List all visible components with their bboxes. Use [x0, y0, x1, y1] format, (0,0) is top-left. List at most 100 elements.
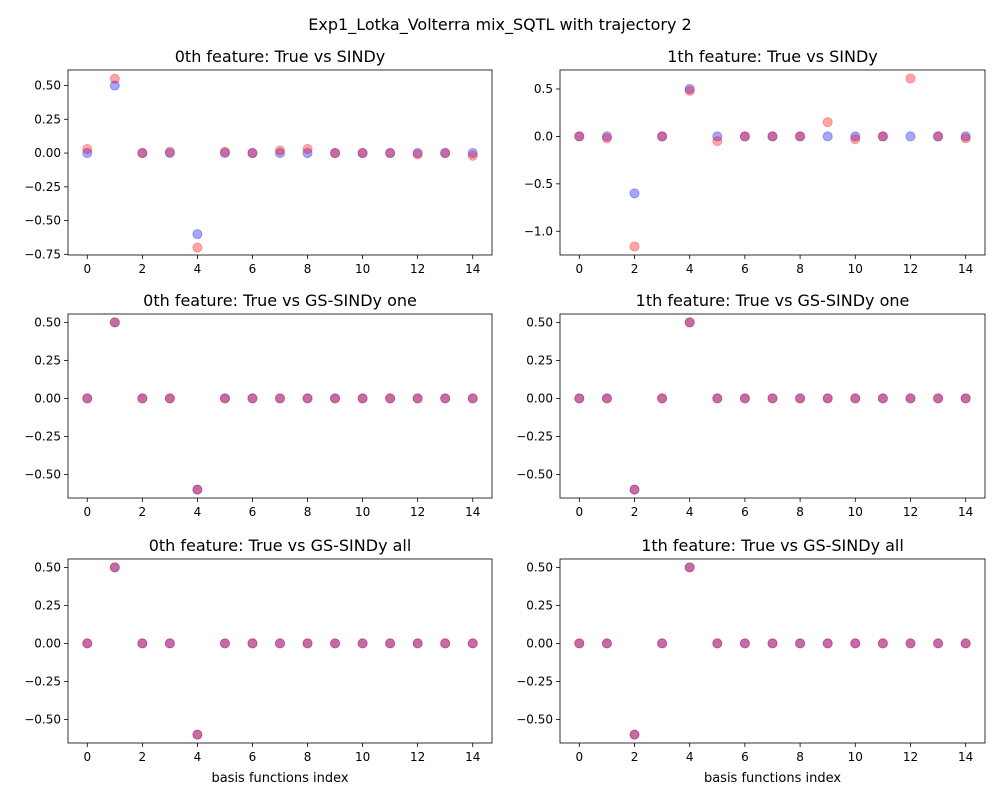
x-tick-label: 4 — [194, 262, 202, 276]
x-tick-label: 4 — [686, 750, 694, 764]
data-point-true — [933, 393, 944, 404]
data-point-estimate — [247, 148, 258, 159]
data-point-true — [440, 148, 451, 159]
data-point-estimate — [357, 393, 368, 404]
data-point-estimate — [247, 393, 258, 404]
data-point-estimate — [467, 150, 478, 161]
data-point-estimate — [302, 393, 313, 404]
data-point-true — [767, 638, 778, 649]
data-point-estimate — [137, 638, 148, 649]
y-tick-label: 0.25 — [526, 598, 553, 612]
x-tick-label: 8 — [304, 750, 312, 764]
data-point-true — [219, 393, 230, 404]
data-point-estimate — [767, 131, 778, 142]
data-point-true — [933, 131, 944, 142]
y-tick-label: −0.5 — [524, 177, 553, 191]
data-point-estimate — [795, 393, 806, 404]
data-point-true — [302, 148, 313, 159]
y-tick-label: 0.00 — [526, 391, 553, 405]
axes-frame — [559, 558, 986, 744]
x-tick-label: 2 — [631, 505, 639, 519]
y-tick-label: −0.25 — [24, 674, 61, 688]
x-tick-label: 2 — [139, 750, 147, 764]
data-point-true — [192, 229, 203, 240]
x-tick-label: 6 — [741, 262, 749, 276]
data-point-estimate — [330, 638, 341, 649]
data-point-estimate — [82, 393, 93, 404]
data-point-true — [412, 148, 423, 159]
data-point-true — [357, 638, 368, 649]
data-point-estimate — [822, 117, 833, 128]
data-point-estimate — [712, 638, 723, 649]
subplot-title: 1th feature: True vs GS-SINDy all — [641, 536, 904, 555]
data-point-estimate — [467, 638, 478, 649]
data-point-true — [247, 393, 258, 404]
data-point-true — [192, 484, 203, 495]
data-point-estimate — [192, 484, 203, 495]
x-tick-label: 4 — [194, 505, 202, 519]
data-point-estimate — [247, 638, 258, 649]
y-tick-label: −0.25 — [24, 429, 61, 443]
y-tick-label: −0.25 — [24, 180, 61, 194]
data-point-estimate — [601, 133, 612, 144]
x-tick-label: 0 — [575, 505, 583, 519]
subplot-title: 1th feature: True vs SINDy — [667, 47, 878, 66]
x-tick-label: 10 — [355, 505, 370, 519]
axes-frame — [559, 313, 986, 499]
data-point-estimate — [629, 241, 640, 252]
data-point-estimate — [850, 638, 861, 649]
x-tick-label: 8 — [304, 262, 312, 276]
data-point-true — [684, 562, 695, 573]
data-point-true — [629, 484, 640, 495]
data-point-true — [795, 393, 806, 404]
data-point-estimate — [164, 638, 175, 649]
data-point-estimate — [219, 638, 230, 649]
data-point-true — [109, 562, 120, 573]
x-tick-label: 10 — [848, 505, 863, 519]
y-tick-label: −0.50 — [24, 214, 61, 228]
data-point-true — [385, 393, 396, 404]
axes-frame — [67, 69, 493, 256]
data-point-estimate — [440, 148, 451, 159]
data-point-true — [877, 131, 888, 142]
data-point-estimate — [712, 136, 723, 147]
x-tick-label: 0 — [83, 750, 91, 764]
data-point-estimate — [767, 393, 778, 404]
y-tick-label: 0.50 — [526, 315, 553, 329]
y-tick-label: −0.75 — [24, 247, 61, 261]
data-point-estimate — [905, 73, 916, 84]
data-point-estimate — [960, 393, 971, 404]
data-point-true — [109, 80, 120, 91]
data-point-true — [330, 148, 341, 159]
x-tick-label: 12 — [903, 750, 918, 764]
data-point-true — [739, 638, 750, 649]
data-point-estimate — [274, 393, 285, 404]
axes-frame — [67, 313, 493, 499]
data-point-true — [302, 638, 313, 649]
data-point-true — [767, 393, 778, 404]
data-point-estimate — [137, 148, 148, 159]
axes-frame — [559, 69, 986, 256]
data-point-true — [109, 317, 120, 328]
x-tick-label: 0 — [83, 262, 91, 276]
x-tick-label: 4 — [686, 262, 694, 276]
y-tick-label: 0.25 — [34, 112, 61, 126]
data-point-estimate — [601, 393, 612, 404]
x-tick-label: 14 — [465, 750, 480, 764]
data-point-true — [905, 131, 916, 142]
x-tick-label: 2 — [631, 750, 639, 764]
data-point-true — [822, 131, 833, 142]
y-tick-label: −0.25 — [516, 429, 553, 443]
data-point-true — [467, 638, 478, 649]
data-point-estimate — [712, 393, 723, 404]
plot-area — [574, 73, 971, 252]
plot-area — [82, 317, 478, 495]
data-point-true — [822, 393, 833, 404]
data-point-true — [657, 131, 668, 142]
x-tick-label: 12 — [903, 262, 918, 276]
plot-area — [82, 73, 478, 253]
plot-area — [574, 317, 971, 495]
data-point-estimate — [412, 393, 423, 404]
x-tick-label: 14 — [958, 750, 973, 764]
y-tick-label: 0.00 — [34, 391, 61, 405]
